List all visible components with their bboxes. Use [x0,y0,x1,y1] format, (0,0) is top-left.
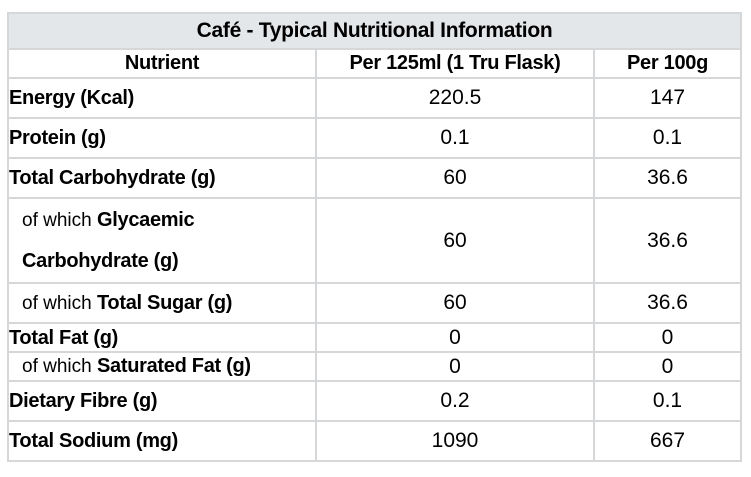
table-row: Total Sodium (mg) 1090 667 [7,420,743,462]
nutrient-name: Total Fat (g) [9,326,119,349]
nutrient-label: of which Saturated Fat (g) [7,351,317,382]
nutrient-name: Total Sugar (g) [96,291,233,314]
value-per-100g: 0.1 [592,117,743,159]
table-row: of which Glycaemic Carbohydrate (g) 60 36.… [7,197,743,284]
table-header-row: Nutrient Per 125ml (1 Tru Flask) Per 100… [7,48,743,79]
table-title-row: Café - Typical Nutritional Information [6,12,743,50]
nutrient-name: Total Carbohydrate (g) [9,167,216,189]
column-header-nutrient: Nutrient [7,48,317,79]
table-row: of which Total Sugar (g) 60 36.6 [7,282,743,324]
nutrient-name: Energy (Kcal) [9,87,135,109]
table-row: Protein (g) 0.1 0.1 [7,117,743,159]
nutrient-name: Dietary Fibre (g) [9,390,158,412]
nutrient-label: of which Total Sugar (g) [7,282,317,324]
value-per-125ml: 0 [315,322,595,353]
nutrient-name: Saturated Fat (g) [96,355,251,377]
value-per-125ml: 1090 [315,420,595,462]
nutrient-label: Dietary Fibre (g) [7,380,317,422]
value-per-100g: 667 [592,420,743,462]
value-per-100g: 0 [592,351,743,382]
nutrient-label: Total Sodium (mg) [7,420,317,462]
nutrient-label: Total Carbohydrate (g) [7,157,317,199]
value-per-100g: 36.6 [592,282,743,324]
table-row: Total Fat (g) 0 0 [7,322,743,353]
of-which-prefix: of which [22,292,97,314]
column-header-per-125ml: Per 125ml (1 Tru Flask) [315,48,595,79]
value-per-100g: 147 [592,77,743,119]
nutrient-name: Protein (g) [9,127,106,149]
nutrient-label: of which Glycaemic Carbohydrate (g) [7,197,317,284]
value-per-100g: 36.6 [592,157,743,199]
value-per-100g: 36.6 [592,197,743,284]
nutrient-label: Protein (g) [7,117,317,159]
column-header-per-100g: Per 100g [592,48,743,79]
table-head: Café - Typical Nutritional Information N… [6,12,743,79]
value-per-125ml: 60 [315,282,595,324]
nutrition-table: Café - Typical Nutritional Information N… [6,12,743,462]
nutrient-label: Energy (Kcal) [7,77,317,119]
table-row: Total Carbohydrate (g) 60 36.6 [7,157,743,199]
value-per-125ml: 60 [315,157,595,199]
nutrient-name: Total Sodium (mg) [9,430,178,452]
value-per-125ml: 60 [315,197,595,284]
table-row: Dietary Fibre (g) 0.2 0.1 [7,380,743,422]
table-row: Energy (Kcal) 220.5 147 [7,77,743,119]
value-per-125ml: 0.1 [315,117,595,159]
nutrient-name: Glycaemic Carbohydrate (g) [22,209,195,272]
of-which-prefix: of which [22,210,97,231]
value-per-100g: 0 [592,322,743,353]
table-row: of which Saturated Fat (g) 0 0 [7,351,743,382]
of-which-prefix: of which [22,356,97,377]
value-per-125ml: 0.2 [315,380,595,422]
value-per-125ml: 0 [315,351,595,382]
value-per-125ml: 220.5 [315,77,595,119]
value-per-100g: 0.1 [592,380,743,422]
nutrient-label: Total Fat (g) [7,322,317,353]
table-title: Café - Typical Nutritional Information [6,12,743,50]
table-body: Energy (Kcal) 220.5 147 Protein (g) 0.1 0.1 To… [7,77,743,462]
